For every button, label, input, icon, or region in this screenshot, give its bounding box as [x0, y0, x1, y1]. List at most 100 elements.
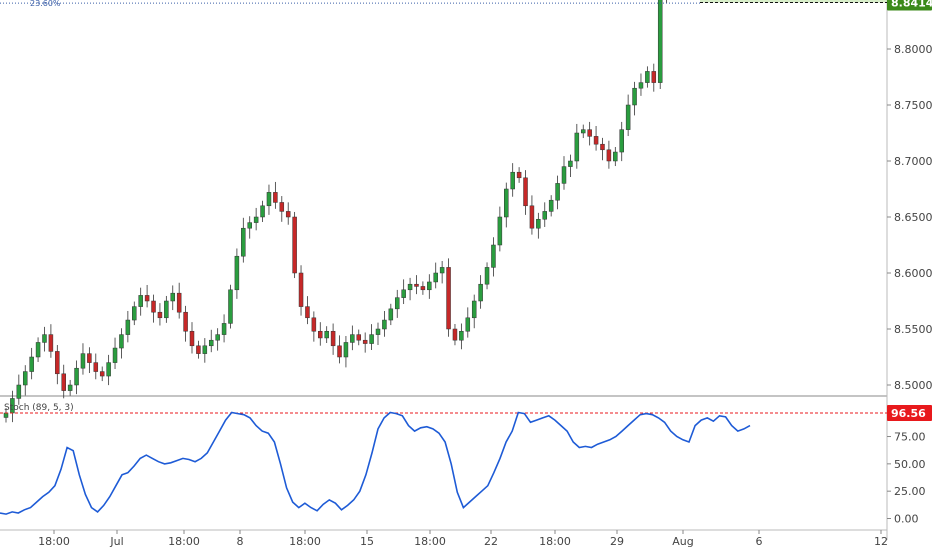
candle-body: [4, 413, 8, 417]
candle-body: [42, 335, 46, 343]
price-tick-label: 8.75000: [894, 99, 932, 112]
candle-body: [145, 295, 149, 301]
candle-body: [600, 144, 604, 150]
time-tick-label: 6: [756, 535, 763, 548]
candle-body: [658, 0, 662, 83]
time-tick-label: Aug: [672, 535, 693, 548]
candle-body: [344, 342, 348, 357]
candle-body: [94, 363, 98, 372]
price-tick-label: 8.65000: [894, 211, 932, 224]
candle-body: [607, 150, 611, 161]
time-tick-label: 18:00: [289, 535, 321, 548]
candle-body: [395, 298, 399, 309]
indicator-tick-label: 75.00: [894, 431, 926, 444]
candle-body: [645, 71, 649, 82]
price-tick-label: 8.50000: [894, 379, 932, 392]
candle-body: [196, 346, 200, 354]
candle-body: [556, 183, 560, 200]
candle-body: [68, 385, 72, 391]
candle-body: [81, 354, 85, 369]
time-tick-label: 22: [484, 535, 498, 548]
candle-body: [267, 192, 271, 205]
candle-body: [299, 273, 303, 307]
indicator-tick-label: 0.00: [894, 513, 919, 526]
candle-body: [389, 309, 393, 320]
fib-label: 23.60%: [30, 0, 61, 8]
candle-body: [370, 335, 374, 344]
candle-body: [293, 217, 297, 273]
candle-body: [177, 293, 181, 312]
candle-body: [23, 372, 27, 385]
candle-body: [318, 331, 322, 338]
candle-body: [485, 267, 489, 284]
price-tick-label: 8.55000: [894, 323, 932, 336]
candle-body: [626, 105, 630, 130]
candle-body: [286, 211, 290, 217]
candle-body: [543, 211, 547, 219]
price-tick-label: 8.80000: [894, 43, 932, 56]
candle-body: [447, 267, 451, 329]
candle-body: [152, 301, 156, 312]
candle-body: [190, 331, 194, 346]
candle-body: [639, 83, 643, 89]
candle-body: [171, 293, 175, 301]
candle-body: [434, 273, 438, 282]
candle-body: [652, 71, 656, 82]
candle-body: [382, 320, 386, 329]
candle-body: [132, 307, 136, 320]
candle-body: [305, 307, 309, 318]
time-tick-label: 18:00: [38, 535, 70, 548]
time-tick-label: 15: [360, 535, 374, 548]
indicator-tick-label: 50.00: [894, 458, 926, 471]
candle-body: [158, 312, 162, 318]
candle-body: [581, 130, 585, 133]
candle-body: [562, 167, 566, 184]
candle-body: [17, 385, 21, 398]
candle-body: [402, 290, 406, 298]
price-tick-label: 8.70000: [894, 155, 932, 168]
candle-body: [613, 152, 617, 161]
price-tick-label: 8.60000: [894, 267, 932, 280]
candle-body: [107, 363, 111, 376]
candle-body: [427, 282, 431, 290]
candle-body: [119, 335, 123, 348]
candle-body: [594, 136, 598, 144]
candle-body: [184, 312, 188, 331]
candle-body: [530, 206, 534, 228]
candle-body: [575, 133, 579, 161]
candle-body: [511, 172, 515, 189]
candle-body: [421, 286, 425, 289]
indicator-value-text: 96.56: [891, 407, 926, 420]
candle-body: [273, 192, 277, 202]
indicator-tick-label: 25.00: [894, 485, 926, 498]
candle-body: [376, 329, 380, 335]
candle-body: [491, 245, 495, 267]
time-tick-label: 12: [874, 535, 888, 548]
candle-body: [568, 161, 572, 167]
candle-body: [139, 295, 143, 306]
candle-body: [36, 342, 40, 357]
support-zone-fill: [700, 0, 887, 3]
support-zone: [700, 0, 887, 3]
time-tick-label: 18:00: [168, 535, 200, 548]
time-tick-label: 8: [237, 535, 244, 548]
candle-body: [280, 202, 284, 211]
candle-body: [248, 223, 252, 229]
candle-body: [408, 284, 412, 290]
candle-body: [549, 200, 553, 211]
time-tick-label: 29: [610, 535, 624, 548]
candle-body: [241, 228, 245, 256]
candle-body: [222, 323, 226, 334]
time-tick-label: Jul: [109, 535, 123, 548]
price-label-text: 8.84148: [891, 0, 932, 10]
candle-body: [216, 335, 220, 341]
candle-body: [440, 267, 444, 273]
candle-body: [228, 290, 232, 324]
candle-body: [588, 130, 592, 137]
candle-body: [30, 357, 34, 372]
candle-body: [164, 301, 168, 318]
candle-body: [466, 318, 470, 331]
